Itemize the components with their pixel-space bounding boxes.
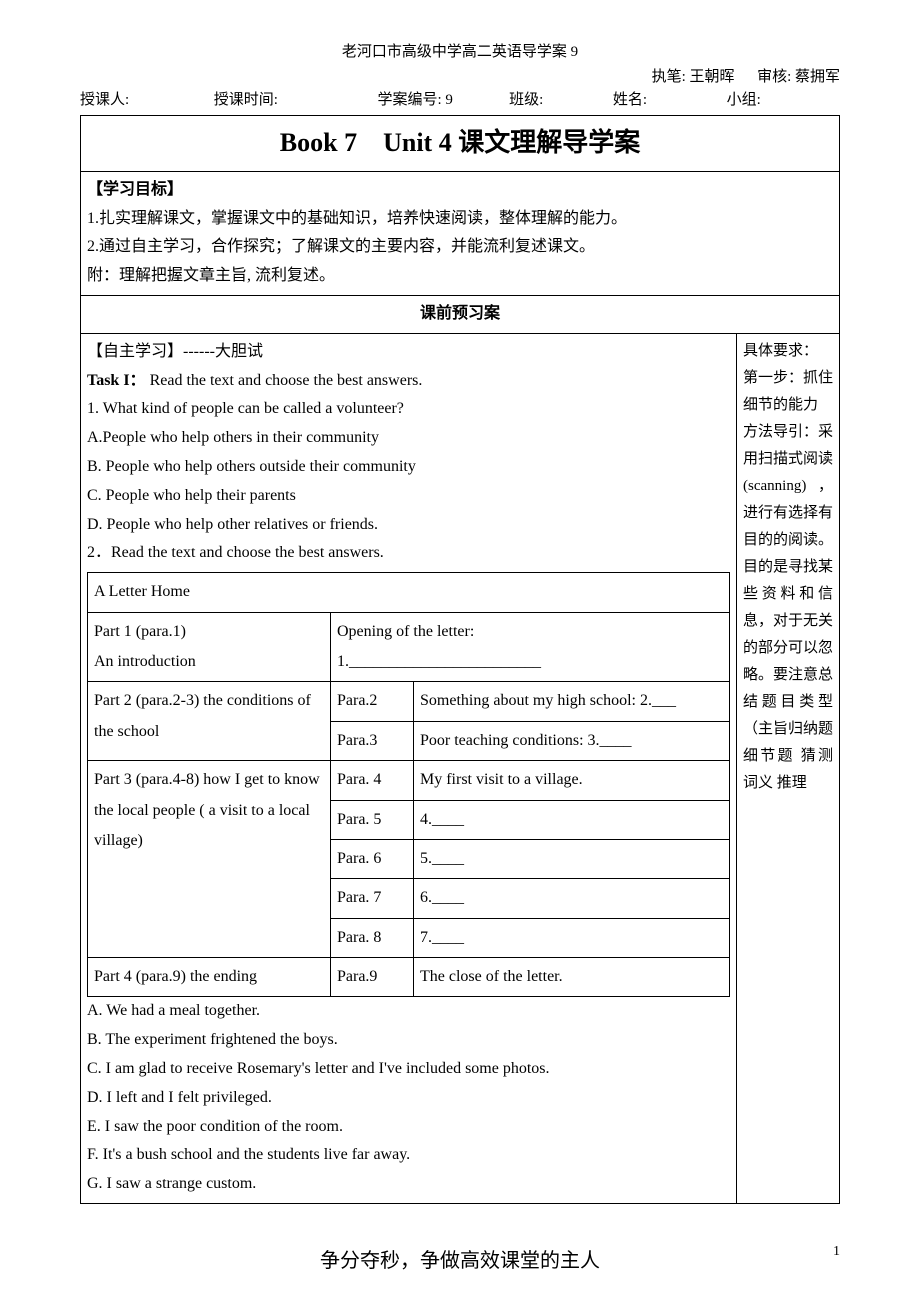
para5-label: Para. 5 (331, 800, 414, 839)
task1-optD: D. People who help other relatives or fr… (87, 516, 378, 533)
ans-optC: C. I am glad to receive Rosemary's lette… (87, 1055, 730, 1084)
time-label: 授课时间: (214, 88, 374, 109)
group-label: 小组: (727, 88, 761, 109)
ans-optG: G. I saw a strange custom. (87, 1170, 730, 1199)
header-author-row: 执笔: 王朝晖 审核: 蔡拥军 (80, 65, 840, 86)
task1-q2: 2．Read the text and choose the best answ… (87, 544, 384, 561)
main-table: Book 7 Unit 4 课文理解导学案 【学习目标】 1.扎实理解课文，掌握… (80, 115, 840, 1204)
task1-title: Task I： (87, 372, 146, 389)
ans-optA: A. We had a meal together. (87, 997, 730, 1026)
reviewer-label: 审核: (757, 65, 791, 86)
objectives-header: 【学习目标】 (87, 181, 183, 198)
main-content-cell: 【自主学习】------大胆试 Task I： Read the text an… (81, 333, 737, 1203)
reviewer-name: 蔡拥军 (795, 65, 840, 86)
header-info-line: 授课人: 授课时间: 学案编号: 9 班级: 姓名: 小组: (80, 88, 840, 109)
author-name: 王朝晖 (690, 65, 735, 86)
ans-optB: B. The experiment frightened the boys. (87, 1026, 730, 1055)
part1-cell: Part 1 (para.1)An introduction (88, 612, 331, 682)
header-school-line: 老河口市高级中学高二英语导学案 9 (80, 40, 840, 61)
para7-label: Para. 7 (331, 879, 414, 918)
ans-optD: D. I left and I felt privileged. (87, 1084, 730, 1113)
class-label: 班级: (509, 88, 609, 109)
footer-slogan: 争分夺秒，争做高效课堂的主人 (80, 1244, 840, 1273)
task1-instruction: Read the text and choose the best answer… (150, 372, 423, 389)
task1-optB: B. People who help others outside their … (87, 458, 416, 475)
para4-label: Para. 4 (331, 761, 414, 800)
para6-content: 5.____ (414, 839, 730, 878)
author-label: 执笔: (652, 65, 686, 86)
para2-content: Something about my high school: 2.___ (414, 682, 730, 721)
page-number: 1 (833, 1244, 840, 1260)
objective-note: 附：理解把握文章主旨, 流利复述。 (87, 267, 335, 284)
task1-optC: C. People who help their parents (87, 487, 296, 504)
para7-content: 6.____ (414, 879, 730, 918)
para6-label: Para. 6 (331, 839, 414, 878)
para8-content: 7.____ (414, 918, 730, 957)
self-study-header: 【自主学习】------大胆试 (87, 343, 263, 360)
teacher-label: 授课人: (80, 88, 210, 109)
objectives-cell: 【学习目标】 1.扎实理解课文，掌握课文中的基础知识，培养快速阅读，整体理解的能… (81, 171, 840, 295)
para9-content: The close of the letter. (414, 958, 730, 997)
para8-label: Para. 8 (331, 918, 414, 957)
para4-content: My first visit to a village. (414, 761, 730, 800)
ans-optE: E. I saw the poor condition of the room. (87, 1113, 730, 1142)
part2-cell: Part 2 (para.2-3) the conditions of the … (88, 682, 331, 761)
preview-header: 课前预习案 (81, 295, 840, 333)
task1-q1: 1. What kind of people can be called a v… (87, 400, 404, 417)
part3-cell: Part 3 (para.4-8) how I get to know the … (88, 761, 331, 958)
part4-cell: Part 4 (para.9) the ending (88, 958, 331, 997)
para2-label: Para.2 (331, 682, 414, 721)
name-label: 姓名: (613, 88, 723, 109)
objective-2: 2.通过自主学习，合作探究；了解课文的主要内容，并能流利复述课文。 (87, 238, 595, 255)
page-title: Book 7 Unit 4 课文理解导学案 (81, 116, 840, 172)
sheetno: 9 (445, 92, 505, 109)
sheetno-label: 学案编号: (378, 88, 442, 109)
letter-caption: A Letter Home (88, 573, 730, 612)
letter-table: A Letter Home Part 1 (para.1)An introduc… (87, 572, 730, 997)
para9-label: Para.9 (331, 958, 414, 997)
answer-options: A. We had a meal together. B. The experi… (87, 997, 730, 1199)
objective-1: 1.扎实理解课文，掌握课文中的基础知识，培养快速阅读，整体理解的能力。 (87, 210, 627, 227)
ans-optF: F. It's a bush school and the students l… (87, 1141, 730, 1170)
task1-optA: A.People who help others in their commun… (87, 429, 379, 446)
para3-content: Poor teaching conditions: 3.____ (414, 721, 730, 760)
sidebar-cell: 具体要求：第一步：抓住细节的能力方法导引：采用扫描式阅读(scanning)，进… (737, 333, 840, 1203)
para5-content: 4.____ (414, 800, 730, 839)
para3-label: Para.3 (331, 721, 414, 760)
part1-content: Opening of the letter:1.________________… (331, 612, 730, 682)
